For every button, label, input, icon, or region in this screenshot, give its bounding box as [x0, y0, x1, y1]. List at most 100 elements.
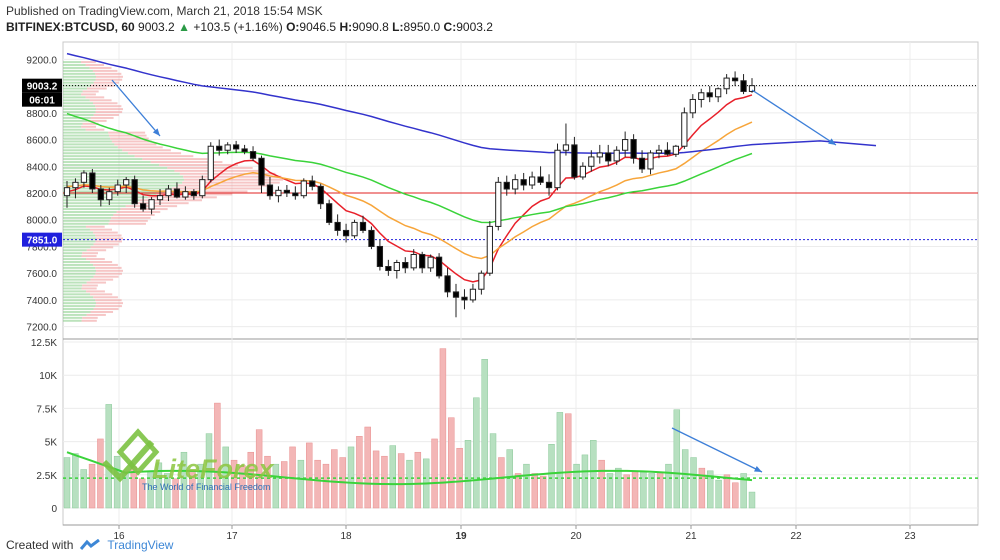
volume-profile-buy-bar	[63, 172, 180, 175]
volume-profile-sell-bar	[183, 178, 283, 181]
ma-slow-line	[66, 112, 753, 224]
volume-profile-buy-bar	[63, 134, 109, 137]
candle-up	[207, 145, 214, 181]
volume-profile-buy-bar	[63, 158, 143, 161]
candle-down	[731, 77, 739, 82]
volume-profile-sell-bar	[93, 231, 118, 234]
candle-down	[216, 145, 223, 151]
price-tick-label: 7800.0	[26, 242, 57, 253]
volume-profile-sell-bar	[93, 81, 119, 84]
candle-up	[72, 181, 79, 189]
low-label: L:	[392, 20, 404, 34]
volume-profile-buy-bar	[63, 302, 96, 305]
volume-bar	[247, 451, 254, 509]
candle-up	[300, 180, 307, 197]
price-tick-label: 8400.0	[26, 162, 57, 173]
volume-profile-buy-bar	[63, 122, 83, 125]
volume-profile-buy-bar	[63, 296, 94, 299]
volume-profile-sell-bar	[95, 240, 122, 243]
volume-profile-buy-bar	[63, 272, 96, 275]
volume-bar	[748, 491, 756, 509]
volume-tick-label: 10K	[39, 371, 57, 382]
candle-up	[156, 195, 164, 201]
symbol-label: BITFINEX:BTCUSD, 60	[6, 20, 135, 34]
volume-profile-sell-bar	[95, 272, 122, 275]
volume-bar	[431, 438, 438, 509]
open-value: 9046.5	[299, 20, 337, 34]
volume-profile-buy-bar	[63, 143, 115, 146]
volume-bar	[464, 440, 472, 509]
volume-profile-sell-bar	[95, 78, 123, 81]
created-with-label: Created with	[6, 538, 74, 552]
candle-down	[334, 221, 341, 231]
volume-profile-sell-bar	[82, 284, 98, 287]
volume-profile-sell-bar	[182, 181, 280, 184]
candle-down	[630, 139, 637, 159]
candle-up	[123, 179, 130, 186]
open-label: O:	[286, 20, 300, 34]
volume-profile-buy-bar	[63, 84, 91, 87]
candle-down	[461, 296, 468, 301]
candle-up	[596, 152, 603, 158]
trend-arrow-2	[751, 89, 837, 146]
tradingview-link[interactable]: TradingView	[107, 538, 174, 552]
volume-profile-buy-bar	[63, 234, 96, 237]
candle-down	[309, 180, 316, 187]
countdown-label: 06:01	[29, 96, 55, 107]
volume-profile-buy-bar	[63, 308, 94, 311]
volume-profile-buy-bar	[63, 275, 94, 278]
volume-profile-sell-bar	[81, 93, 96, 96]
candle-down	[359, 221, 367, 231]
volume-profile-buy-bar	[63, 119, 87, 122]
candle-down	[283, 189, 290, 194]
volume-profile-sell-bar	[95, 269, 123, 272]
volume-profile-sell-bar	[95, 111, 123, 114]
candle-down	[233, 144, 240, 150]
volume-bar	[473, 397, 480, 509]
volume-profile-buy-bar	[63, 216, 112, 219]
volume-bar	[531, 473, 539, 509]
volume-profile-sell-bar	[174, 169, 266, 172]
volume-bar	[448, 417, 455, 509]
volume-bar	[255, 429, 263, 509]
volume-profile-sell-bar	[95, 72, 122, 75]
candle-up	[182, 191, 189, 198]
volume-profile-sell-bar	[93, 243, 119, 246]
volume-bar	[239, 465, 246, 509]
level-price-label: 7851.0	[27, 236, 58, 247]
volume-bar	[264, 455, 271, 509]
volume-bar	[306, 442, 313, 509]
volume-profile-sell-bar	[95, 302, 123, 305]
candle-up	[512, 179, 519, 190]
candle-up	[698, 92, 705, 100]
volume-profile-sell-bar	[109, 219, 148, 222]
candle-up	[148, 199, 155, 210]
volume-profile-buy-bar	[63, 319, 82, 322]
liteforex-watermark: LiteForex The World of Financial Freedom	[101, 428, 275, 492]
volume-profile-buy-bar	[63, 114, 94, 116]
volume-profile-buy-bar	[63, 310, 91, 313]
candle-down	[97, 188, 104, 201]
volume-profile-sell-bar	[85, 64, 105, 67]
watermark-tagline: The World of Financial Freedom	[142, 482, 270, 492]
volume-profile-buy-bar	[63, 93, 82, 96]
volume-profile-buy-bar	[63, 90, 83, 93]
tradingview-logo-icon	[80, 539, 101, 550]
volume-profile-buy-bar	[63, 175, 184, 178]
volume-profile-buy-bar	[63, 169, 175, 172]
volume-profile-buy-bar	[63, 152, 128, 155]
trend-arrow-2-head	[828, 138, 836, 145]
volume-profile-sell-bar	[139, 199, 203, 202]
candle-down	[520, 179, 527, 186]
volume-profile-buy-bar	[63, 213, 114, 216]
candle-up	[655, 149, 663, 154]
volume-profile-sell-bar	[85, 128, 105, 131]
volume-bar	[715, 479, 722, 509]
volume-profile-sell-bar	[110, 137, 149, 140]
volume-profile-buy-bar	[63, 231, 94, 234]
candle-up	[588, 156, 595, 167]
volume-profile-sell-bar	[90, 293, 113, 296]
volume-bar	[172, 478, 179, 509]
volume-profile-buy-bar	[63, 105, 96, 108]
